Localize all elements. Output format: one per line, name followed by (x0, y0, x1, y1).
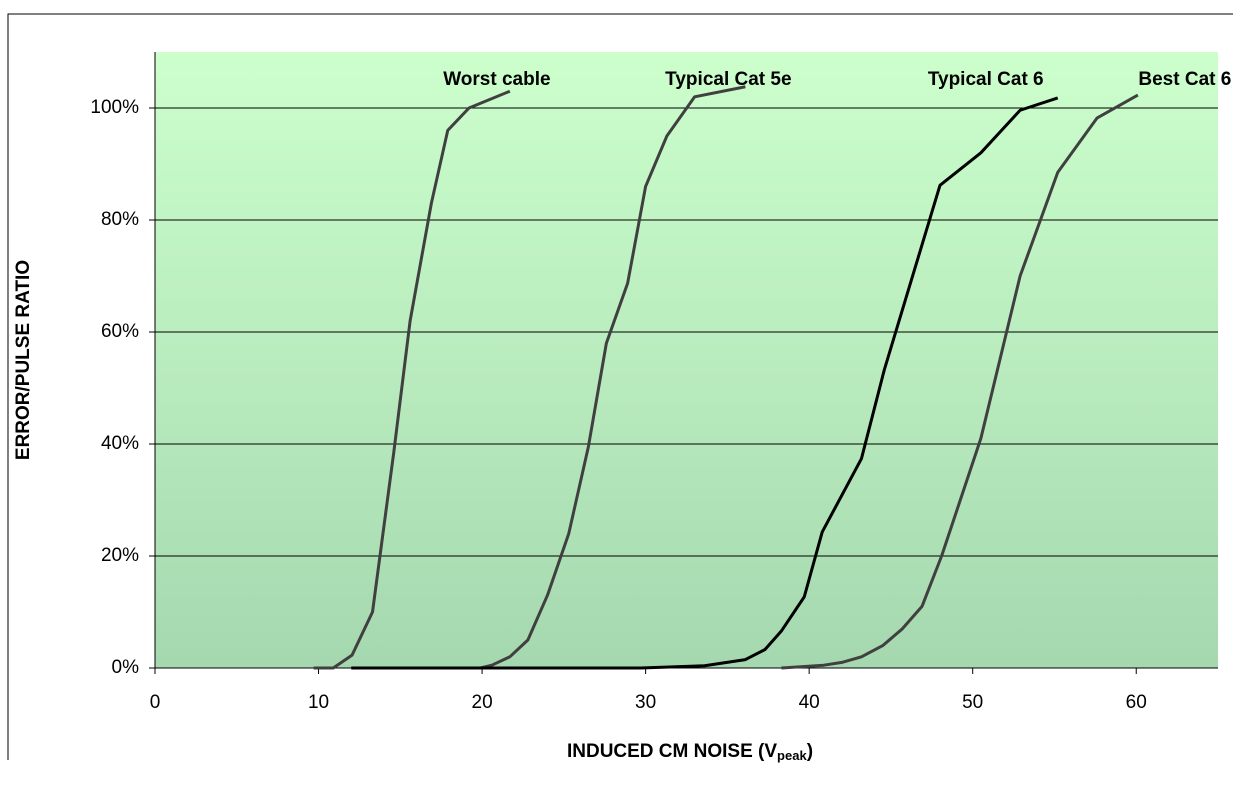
x-tick-label: 30 (635, 692, 656, 713)
plot-area (155, 52, 1218, 668)
data-line (781, 93, 1139, 670)
x-tick-label: 60 (1126, 692, 1147, 713)
data-line (313, 89, 511, 670)
data-line (351, 96, 1059, 670)
y-tick-label: 40% (101, 433, 139, 454)
x-tick-label: 0 (150, 692, 161, 713)
y-tick-label: 0% (112, 657, 140, 678)
x-axis-label-sub: peak (777, 748, 807, 763)
y-axis-label: ERROR/PULSE RATIO (13, 260, 34, 460)
y-tick-label: 20% (101, 545, 139, 566)
x-axis-label-text: INDUCED CM NOISE (V (567, 741, 777, 762)
series-label: Best Cat 6 (1138, 69, 1231, 90)
y-tick-label: 80% (101, 209, 139, 230)
y-tick-label: 100% (90, 97, 139, 118)
series-label: Typical Cat 6 (928, 69, 1044, 90)
y-tick-label: 60% (101, 321, 139, 342)
x-tick-label: 10 (308, 692, 329, 713)
x-axis-label-close: ) (807, 741, 813, 762)
frame (7, 13, 1233, 760)
series-label: Worst cable (443, 69, 550, 90)
x-tick-label: 40 (799, 692, 820, 713)
x-tick-label: 20 (472, 692, 493, 713)
data-line (480, 85, 746, 670)
x-axis-label: INDUCED CM NOISE (Vpeak) (567, 741, 813, 763)
series-label: Typical Cat 5e (665, 69, 791, 90)
x-tick-label: 50 (962, 692, 983, 713)
